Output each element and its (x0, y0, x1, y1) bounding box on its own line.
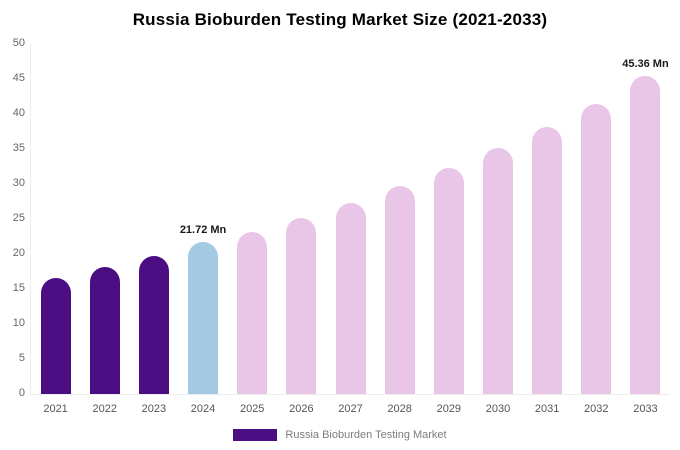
x-tick-label-2026: 2026 (289, 403, 314, 415)
y-tick-label: 50 (12, 37, 25, 49)
x-tick-label-2031: 2031 (534, 403, 560, 415)
x-axis: 2021 2022 2023 2024 2025 2026 2027 2028 2029 2030… (31, 395, 670, 415)
bar-2031 (532, 127, 563, 394)
bar-2023 (138, 256, 169, 394)
bar-column-2023 (129, 256, 178, 394)
bar-column-2029 (424, 168, 473, 394)
bar-column-2031 (523, 127, 572, 394)
x-tick-label-2033: 2033 (633, 403, 658, 415)
x-tick-label-2027: 2027 (338, 403, 363, 415)
bar-2030 (482, 148, 513, 394)
y-tick-label: 45 (12, 72, 25, 84)
y-tick-label: 5 (18, 352, 25, 364)
bar-column-2022 (80, 267, 129, 394)
bar-2025 (237, 232, 268, 394)
bars: 21.72 Mn 45.36 Mn (30, 44, 670, 395)
bar-column-2027 (326, 203, 375, 394)
legend: Russia Bioburden Testing Market (0, 429, 680, 441)
legend-swatch (233, 429, 278, 441)
bar-2032 (581, 104, 612, 394)
x-tick-label-2022: 2022 (92, 403, 117, 415)
bar-2026 (286, 218, 317, 394)
chart-area: 0 5 10 15 20 25 30 35 40 45 50 21.72 Mn 45.36 Mn 20… (4, 37, 670, 415)
x-tick-label-2025: 2025 (239, 403, 265, 415)
bar-column-2024: 21.72 Mn (178, 224, 227, 394)
bar-column-2021 (31, 278, 80, 394)
bar-column-2026 (277, 218, 326, 394)
bar-column-2030 (473, 148, 522, 394)
bar-2022 (89, 267, 120, 394)
y-tick-label: 15 (12, 282, 25, 294)
y-tick-label: 35 (12, 142, 25, 154)
bar-column-2032 (572, 104, 621, 394)
y-tick-label: 10 (12, 317, 25, 329)
bar-value-label-2033: 45.36 Mn (622, 58, 669, 70)
y-tick-label: 20 (12, 247, 25, 259)
x-tick-label-2024: 2024 (190, 403, 216, 415)
y-tick-label: 40 (12, 107, 25, 119)
bar-2021 (40, 278, 71, 394)
bar-value-label-2024: 21.72 Mn (179, 224, 227, 236)
y-tick-label: 0 (18, 387, 25, 399)
plot-area: 21.72 Mn 45.36 Mn 2021 2022 2023 2024 2025 202… (30, 44, 670, 415)
y-axis: 0 5 10 15 20 25 30 35 40 45 50 (4, 37, 30, 399)
bar-column-2025 (228, 232, 277, 394)
x-tick-label-2021: 2021 (43, 403, 68, 415)
x-tick-label-2032: 2032 (584, 403, 609, 415)
bar-2033 (630, 76, 661, 394)
bar-column-2033: 45.36 Mn (621, 58, 670, 394)
bar-2028 (384, 186, 415, 394)
y-tick-label: 30 (12, 177, 25, 189)
y-tick-label: 25 (12, 212, 25, 224)
chart-title: Russia Bioburden Testing Market Size (20… (132, 10, 548, 29)
x-tick-label-2029: 2029 (436, 403, 462, 415)
x-tick-label-2030: 2030 (485, 403, 511, 415)
legend-label: Russia Bioburden Testing Market (285, 429, 447, 441)
x-tick-label-2028: 2028 (387, 403, 412, 415)
x-tick-label-2023: 2023 (141, 403, 167, 415)
bar-2029 (433, 168, 464, 394)
bar-2024 (188, 242, 219, 394)
bar-column-2028 (375, 186, 424, 394)
bar-2027 (335, 203, 366, 394)
